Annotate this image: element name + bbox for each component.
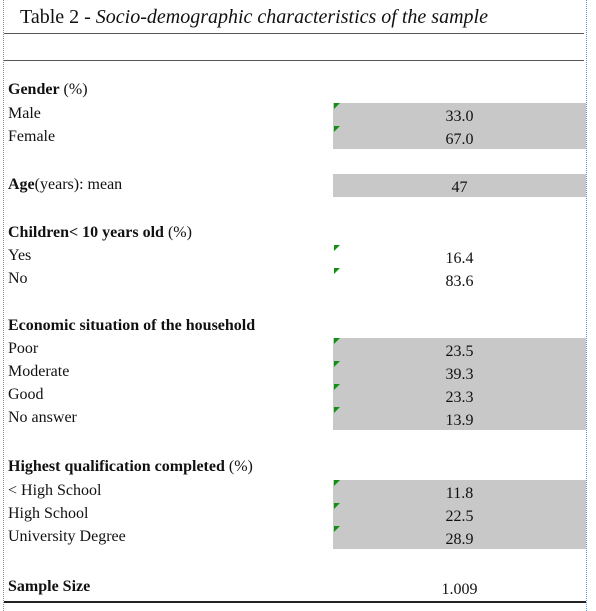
heading-unit: (%) <box>63 81 88 98</box>
data-row: Female 67.0 <box>4 126 586 149</box>
value: 1.009 <box>441 581 478 598</box>
cell-border <box>3 0 4 611</box>
row-label: Moderate <box>8 363 70 380</box>
row-label: Female <box>8 128 56 145</box>
data-row: Male 33.0 <box>4 103 586 126</box>
value-cell: 1.009 <box>333 576 586 599</box>
value-cell: 22.5 <box>333 503 586 526</box>
cell-marker <box>334 503 340 509</box>
value: 39.3 <box>445 366 474 383</box>
heading-text: Gender <box>8 81 60 98</box>
value-cell: 39.3 <box>333 361 586 384</box>
data-row: Yes 16.4 <box>4 245 586 268</box>
cell-marker <box>334 480 340 486</box>
value-cell: 13.9 <box>333 407 586 430</box>
cell-border <box>586 0 587 611</box>
row-label: Yes <box>8 247 32 264</box>
value: 23.3 <box>445 389 474 406</box>
value: 67.0 <box>445 131 474 148</box>
heading-unit: (%) <box>167 224 192 241</box>
value: 33.0 <box>445 108 474 125</box>
value: 11.8 <box>445 485 474 502</box>
heading-unit: (%) <box>228 458 253 475</box>
row-label: Male <box>8 105 41 122</box>
data-row: Good 23.3 <box>4 384 586 407</box>
row-label: No answer <box>8 409 77 426</box>
heading-text: Economic situation of the household <box>8 317 256 334</box>
cell-marker <box>334 384 340 390</box>
heading: Highest qualification completed (%) <box>8 458 253 476</box>
row-label: < High School <box>8 482 102 499</box>
row-label: University Degree <box>8 528 126 545</box>
data-row: University Degree 28.9 <box>4 526 586 549</box>
heading-text: Highest qualification completed <box>8 458 225 475</box>
value: 16.4 <box>445 250 474 267</box>
heading: Economic situation of the household <box>8 317 255 335</box>
row-label: Poor <box>8 340 39 357</box>
row-label: High School <box>8 505 89 522</box>
value-cell: 83.6 <box>333 268 586 291</box>
section-heading: Highest qualification completed (%) <box>4 456 586 479</box>
value-cell: 28.9 <box>333 526 586 549</box>
cell-marker <box>334 103 340 109</box>
heading: Gender (%) <box>8 81 88 99</box>
row-label: Good <box>8 386 44 403</box>
cell-marker <box>334 526 340 532</box>
data-row: Age(years): mean 47 <box>4 174 586 197</box>
heading-unit: (years): mean <box>34 176 123 193</box>
cell-marker <box>334 338 340 344</box>
title-text: Socio-demographic characteristics of the… <box>95 6 488 28</box>
data-row: No 83.6 <box>4 268 586 291</box>
value-cell: 23.5 <box>333 338 586 361</box>
value-cell: 11.8 <box>333 480 586 503</box>
value-cell: 67.0 <box>333 126 586 149</box>
heading: Age(years): mean <box>8 176 122 194</box>
footer-label: Sample Size <box>8 578 90 596</box>
data-row: Poor 23.5 <box>4 338 586 361</box>
value: 47 <box>451 179 468 196</box>
data-row: < High School 11.8 <box>4 480 586 503</box>
value-cell: 47 <box>333 174 586 197</box>
heading: Children< 10 years old (%) <box>8 224 192 242</box>
value: 83.6 <box>445 273 474 290</box>
cell-marker <box>334 268 340 274</box>
value: 22.5 <box>445 508 474 525</box>
value: 28.9 <box>445 531 474 548</box>
section-heading: Economic situation of the household <box>4 315 586 338</box>
cell-marker <box>334 245 340 251</box>
value-cell: 33.0 <box>333 103 586 126</box>
section-heading: Gender (%) <box>4 79 586 102</box>
data-row: High School 22.5 <box>4 503 586 526</box>
rule <box>4 60 584 61</box>
heading-text: Children< 10 years old <box>8 224 164 241</box>
section-heading: Children< 10 years old (%) <box>4 222 586 245</box>
table-title: Table 2 - Socio-demographic characterist… <box>4 0 584 34</box>
heading-text: Age <box>8 176 35 193</box>
value: 13.9 <box>445 412 474 429</box>
data-row: No answer 13.9 <box>4 407 586 430</box>
title-prefix: Table 2 - <box>20 6 96 28</box>
cell-marker <box>334 361 340 367</box>
footer-row: Sample Size 1.009 <box>4 576 586 599</box>
value: 23.5 <box>445 343 474 360</box>
row-label: No <box>8 270 28 287</box>
cell-marker <box>334 407 340 413</box>
cell-marker <box>334 126 340 132</box>
bottom-rule <box>4 601 586 603</box>
footer-label-text: Sample Size <box>8 578 91 595</box>
value-cell: 23.3 <box>333 384 586 407</box>
value-cell: 16.4 <box>333 245 586 268</box>
data-row: Moderate 39.3 <box>4 361 586 384</box>
